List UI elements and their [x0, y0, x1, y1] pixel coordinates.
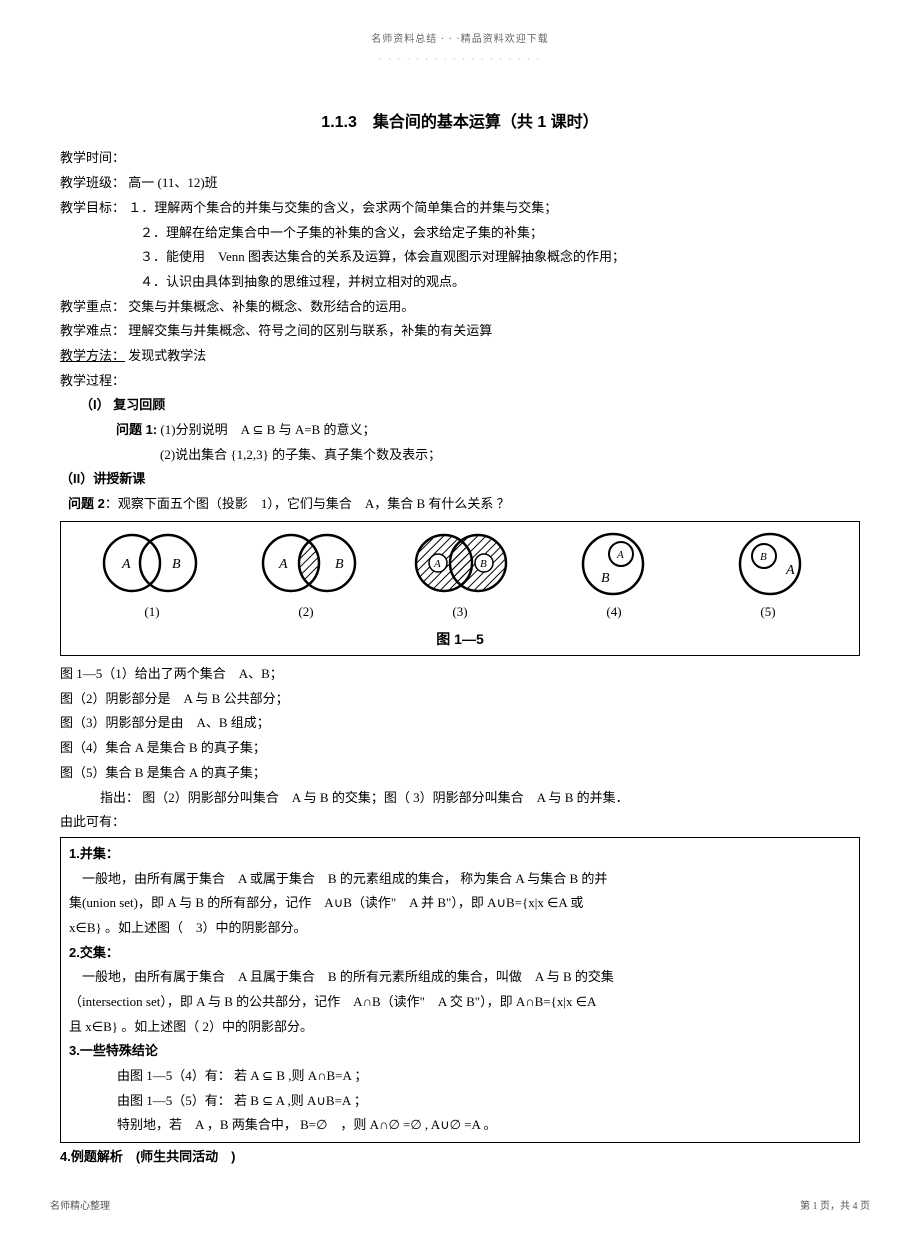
q1-label: 问题 1: — [116, 422, 157, 437]
special-p3b: 由图 1—5（5）有： 若 B ⊆ A ,则 A∪B=A ； — [69, 1089, 851, 1114]
venn-4: A B — [541, 528, 690, 598]
venn-3: A B — [385, 528, 534, 598]
definition-box: 1.并集： 一般地，由所有属于集合 A 或属于集合 B 的元素组成的集合， 称为… — [60, 837, 860, 1143]
venn-2: A B — [230, 528, 379, 598]
union-p1b: 集(union set)，即 A 与 B 的所有部分，记作 A∪B（读作" A … — [69, 891, 851, 916]
venn-label-3: (3) — [383, 600, 537, 625]
footer-left: 名师精心整理 — [50, 1197, 110, 1216]
svg-text:A: A — [121, 557, 131, 572]
svg-text:B: B — [335, 557, 344, 572]
venn-label-5: (5) — [691, 600, 845, 625]
review-heading: （I） 复习回顾 — [60, 393, 860, 418]
explain-4: 图（4）集合 A 是集合 B 的真子集； — [60, 736, 860, 761]
special-p3c: 特别地，若 A ，B 两集合中， B=∅ ，则 A∩∅ =∅ , A∪∅ =A … — [69, 1113, 851, 1138]
figure-caption: 图 1—5 — [71, 624, 849, 653]
lesson-time: 教学时间： — [60, 146, 860, 171]
explain-1: 图 1—5（1）给出了两个集合 A、B； — [60, 662, 860, 687]
union-p1a: 一般地，由所有属于集合 A 或属于集合 B 的元素组成的集合， 称为集合 A 与… — [69, 867, 851, 892]
lesson-focus: 教学重点： 交集与并集概念、补集的概念、数形结合的运用。 — [60, 295, 860, 320]
svg-text:A: A — [433, 558, 441, 570]
explain-2: 图（2）阴影部分是 A 与 B 公共部分； — [60, 687, 860, 712]
venn-labels: (1) (2) (3) (4) (5) — [71, 598, 849, 625]
inter-p2b: （intersection set），即 A 与 B 的公共部分，记作 A∩B（… — [69, 990, 851, 1015]
svg-text:B: B — [480, 558, 487, 570]
union-p1c: x∈B} 。如上述图（ 3）中的阴影部分。 — [69, 916, 851, 941]
q1-line: 问题 1: (1)分别说明 A ⊆ B 与 A=B 的意义； — [60, 418, 860, 443]
venn-label-2: (2) — [229, 600, 383, 625]
special-p3a: 由图 1—5（4）有： 若 A ⊆ B ,则 A∩B=A ； — [69, 1064, 851, 1089]
thus: 由此可有： — [60, 810, 860, 835]
goal4: ４．认识由具体到抽象的思维过程，并树立相对的观点。 — [60, 270, 860, 295]
goal-label: 教学目标： — [60, 200, 125, 215]
svg-text:A: A — [616, 549, 624, 561]
method-label: 教学方法： — [60, 348, 125, 363]
explain-3: 图（3）阴影部分是由 A、B 组成； — [60, 711, 860, 736]
svg-text:B: B — [172, 557, 181, 572]
q1a: (1)分别说明 A ⊆ B 与 A=B 的意义； — [157, 422, 375, 437]
inter-heading: 2.交集： — [69, 941, 851, 966]
q1b: (2)说出集合 {1,2,3} 的子集、真子集个数及表示； — [60, 443, 860, 468]
lesson-difficulty: 教学难点： 理解交集与并集概念、符号之间的区别与联系，补集的有关运算 — [60, 319, 860, 344]
lesson-class: 教学班级： 高一 (11、12)班 — [60, 171, 860, 196]
lesson-process: 教学过程： — [60, 369, 860, 394]
method-value: 发现式教学法 — [125, 348, 206, 363]
svg-text:B: B — [760, 551, 767, 563]
inter-p2c: 且 x∈B} 。如上述图（ 2）中的阴影部分。 — [69, 1015, 851, 1040]
lesson-goals-line1: 教学目标： １．理解两个集合的并集与交集的含义，会求两个简单集合的并集与交集； — [60, 196, 860, 221]
page-header-dots: · · · · · · · · · · · · · · · · · · — [60, 51, 860, 68]
venn-row: A B A B — [71, 528, 849, 598]
union-heading: 1.并集： — [69, 842, 851, 867]
venn-figure-box: A B A B — [60, 521, 860, 656]
goal2: ２．理解在给定集合中一个子集的补集的含义，会求给定子集的补集； — [60, 221, 860, 246]
lesson-method: 教学方法： 发现式教学法 — [60, 344, 860, 369]
goal3: ３．能使用 Venn 图表达集合的关系及运算，体会直观图示对理解抽象概念的作用； — [60, 245, 860, 270]
page-title: 1.1.3 集合间的基本运算（共 1 课时） — [60, 108, 860, 138]
venn-5: B A — [696, 528, 845, 598]
venn-label-4: (4) — [537, 600, 691, 625]
teach-heading: （II）讲授新课 — [60, 467, 860, 492]
page-header-text: 名师资料总结 · · ·精品资料欢迎下载 — [60, 30, 860, 49]
q2: 问题 2：观察下面五个图（投影 1），它们与集合 A，集合 B 有什么关系 ？ — [60, 492, 860, 517]
inter-p2a: 一般地，由所有属于集合 A 且属于集合 B 的所有元素所组成的集合，叫做 A 与… — [69, 965, 851, 990]
venn-label-1: (1) — [75, 600, 229, 625]
venn-1: A B — [75, 528, 224, 598]
svg-text:B: B — [601, 571, 610, 586]
special-heading: 3.一些特殊结论 — [69, 1039, 851, 1064]
explain-5: 图（5）集合 B 是集合 A 的真子集； — [60, 761, 860, 786]
example-heading: 4.例题解析 (师生共同活动 ) — [60, 1145, 860, 1170]
svg-text:A: A — [278, 557, 288, 572]
svg-text:A: A — [785, 563, 795, 578]
footer-right: 第 1 页，共 4 页 — [800, 1197, 870, 1216]
goal1: １．理解两个集合的并集与交集的含义，会求两个简单集合的并集与交集； — [128, 200, 557, 215]
point-out: 指出： 图（2）阴影部分叫集合 A 与 B 的交集；图（ 3）阴影部分叫集合 A… — [60, 786, 860, 811]
